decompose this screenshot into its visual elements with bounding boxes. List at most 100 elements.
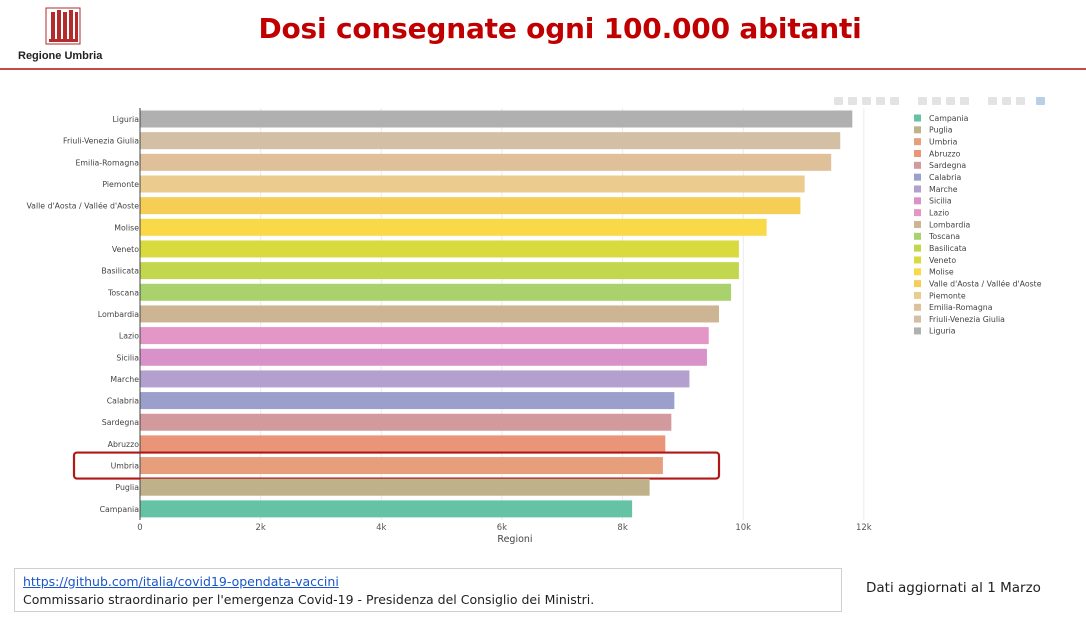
source-box: https://github.com/italia/covid19-openda…: [14, 568, 842, 612]
y-tick-label: Sicilia: [116, 353, 139, 362]
bar: [140, 132, 841, 150]
chart-toolbar: [834, 95, 1049, 107]
hover-compare-icon[interactable]: [1016, 97, 1025, 105]
spike-lines-icon[interactable]: [988, 97, 997, 105]
y-tick-label: Calabria: [107, 397, 139, 406]
legend-label: Valle d'Aosta / Vallée d'Aoste: [929, 279, 1042, 288]
legend-swatch: [914, 315, 921, 323]
legend-swatch: [914, 149, 921, 157]
y-tick-label: Liguria: [112, 115, 139, 124]
y-tick-label: Piemonte: [102, 180, 139, 189]
legend-swatch: [914, 209, 921, 217]
header-divider: [0, 68, 1086, 70]
legend-swatch: [914, 220, 921, 228]
logo-text: Regione Umbria: [18, 50, 103, 62]
y-tick-label: Abruzzo: [108, 440, 140, 449]
bar-chart: 0 2k 4k 6k 8k 10k 12k Liguria Friuli-Venezia Giu…: [26, 108, 1042, 545]
x-tick-label: 2k: [255, 523, 265, 533]
y-tick-label: Toscana: [107, 288, 139, 297]
legend-swatch: [914, 244, 921, 252]
bar: [140, 392, 675, 410]
x-tick-label: 4k: [376, 523, 386, 533]
zoom-in-icon[interactable]: [918, 97, 927, 105]
legend-swatch: [914, 280, 921, 288]
legend-label: Sicilia: [929, 197, 952, 206]
x-tick-label: 6k: [497, 523, 507, 533]
legend-label: Marche: [929, 185, 958, 194]
y-tick-label: Sardegna: [102, 418, 139, 427]
zoom-out-icon[interactable]: [932, 97, 941, 105]
plotly-logo-icon[interactable]: [1036, 97, 1045, 105]
legend-swatch: [914, 291, 921, 299]
legend-label: Lazio: [929, 208, 949, 217]
x-tick-label: 0: [137, 523, 142, 533]
y-tick-label: Campania: [100, 505, 140, 514]
x-tick-label: 8k: [617, 523, 627, 533]
data-updated-note: Dati aggiornati al 1 Marzo: [866, 580, 1041, 596]
x-tick-label: 12k: [856, 523, 872, 533]
legend-label: Piemonte: [929, 291, 966, 300]
y-tick-label: Puglia: [115, 483, 139, 492]
legend-label: Umbria: [929, 137, 958, 146]
legend-swatch: [914, 197, 921, 205]
zoom-icon[interactable]: [848, 97, 857, 105]
legend-label: Liguria: [929, 327, 956, 336]
highlight-box: [72, 451, 721, 480]
bar: [140, 110, 853, 128]
legend-swatch: [914, 268, 921, 276]
source-link[interactable]: https://github.com/italia/covid19-openda…: [23, 574, 339, 589]
hover-closest-icon[interactable]: [1002, 97, 1011, 105]
legend-label: Emilia-Romagna: [929, 303, 993, 312]
bar: [140, 435, 666, 453]
autoscale-icon[interactable]: [946, 97, 955, 105]
legend-label: Toscana: [928, 232, 960, 241]
legend-label: Lombardia: [929, 220, 970, 229]
y-tick-label: Friuli-Venezia Giulia: [63, 137, 139, 146]
legend-swatch: [914, 303, 921, 311]
bar: [140, 478, 650, 496]
legend-swatch: [914, 256, 921, 264]
legend-label: Campania: [929, 114, 969, 123]
legend-swatch: [914, 138, 921, 146]
region-logo: Regione Umbria: [14, 6, 114, 66]
y-tick-label: Lombardia: [98, 310, 139, 319]
reset-axes-icon[interactable]: [960, 97, 969, 105]
x-tick-label: 10k: [735, 523, 751, 533]
bar: [140, 457, 663, 475]
box-select-icon[interactable]: [876, 97, 885, 105]
bar: [140, 327, 709, 345]
legend-label: Friuli-Venezia Giulia: [929, 315, 1005, 324]
legend-label: Basilicata: [929, 244, 967, 253]
bar: [140, 153, 832, 171]
bar: [140, 175, 805, 193]
bar: [140, 218, 767, 236]
camera-icon[interactable]: [834, 97, 843, 105]
bar: [140, 413, 672, 431]
bar: [140, 262, 739, 280]
legend-label: Puglia: [929, 126, 953, 135]
legend-label: Veneto: [929, 256, 956, 265]
bar: [140, 240, 739, 258]
legend-label: Molise: [929, 268, 954, 277]
legend-label: Calabria: [929, 173, 961, 182]
legend-swatch: [914, 185, 921, 193]
legend-swatch: [914, 327, 921, 335]
legend-swatch: [914, 161, 921, 169]
bar: [140, 197, 801, 215]
legend-swatch: [914, 173, 921, 181]
legend-swatch: [914, 126, 921, 134]
pan-icon[interactable]: [862, 97, 871, 105]
lasso-select-icon[interactable]: [890, 97, 899, 105]
legend-swatch: [914, 114, 921, 122]
y-tick-label: Veneto: [112, 245, 139, 254]
y-tick-label: Emilia-Romagna: [76, 158, 140, 167]
legend-label: Sardegna: [929, 161, 966, 170]
bar: [140, 283, 732, 301]
bar: [140, 348, 707, 366]
source-text: Commissario straordinario per l'emergenz…: [23, 592, 595, 607]
y-tick-label: Marche: [110, 375, 139, 384]
y-tick-label: Valle d'Aosta / Vallée d'Aoste: [26, 202, 139, 211]
y-tick-label: Lazio: [119, 332, 139, 341]
regione-umbria-logo-icon: [45, 7, 81, 45]
x-axis-title: Regioni: [497, 534, 532, 545]
